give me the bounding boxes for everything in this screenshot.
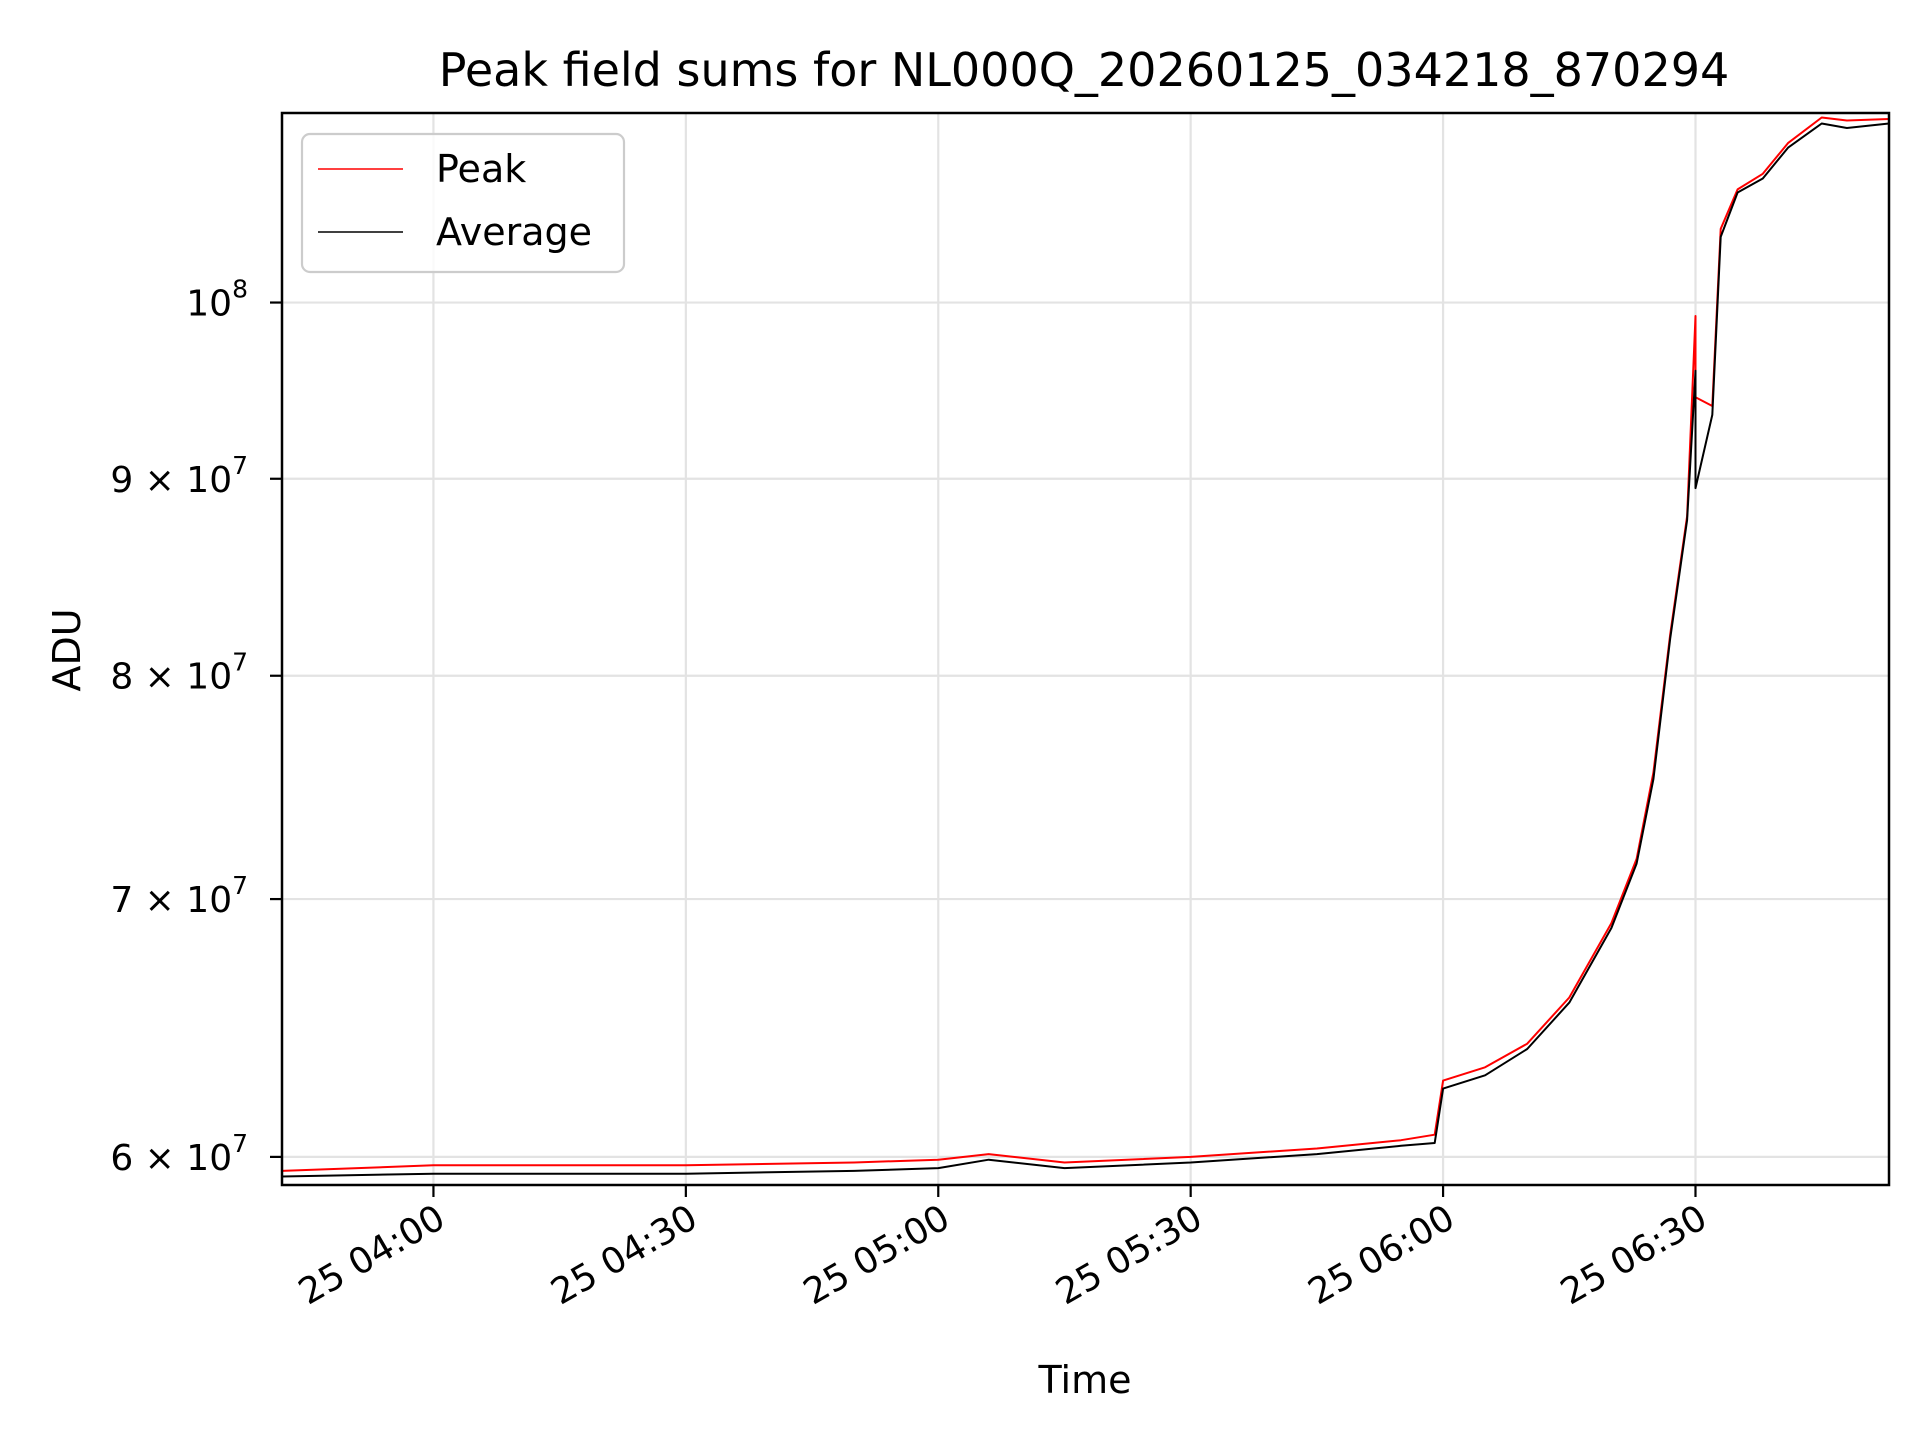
chart-title: Peak field sums for NL000Q_20260125_0342… bbox=[439, 43, 1730, 97]
legend: Peak Average bbox=[300, 132, 626, 274]
plot-lines bbox=[282, 116, 1889, 1178]
plot-frame bbox=[280, 111, 1891, 1187]
y-tick-label: 6 × 107 bbox=[110, 1129, 248, 1179]
y-tick-label: 8 × 107 bbox=[110, 648, 248, 698]
series-line-peak bbox=[282, 116, 1889, 1172]
y-tick-label: 7 × 107 bbox=[110, 871, 248, 921]
x-axis-label: Time bbox=[1038, 1358, 1132, 1402]
legend-label-average: Average bbox=[436, 210, 592, 254]
y-tick-label: 9 × 107 bbox=[110, 451, 248, 501]
y-axis-label: ADU bbox=[45, 608, 89, 691]
legend-label-peak: Peak bbox=[436, 147, 526, 191]
series-line-average bbox=[282, 122, 1889, 1178]
